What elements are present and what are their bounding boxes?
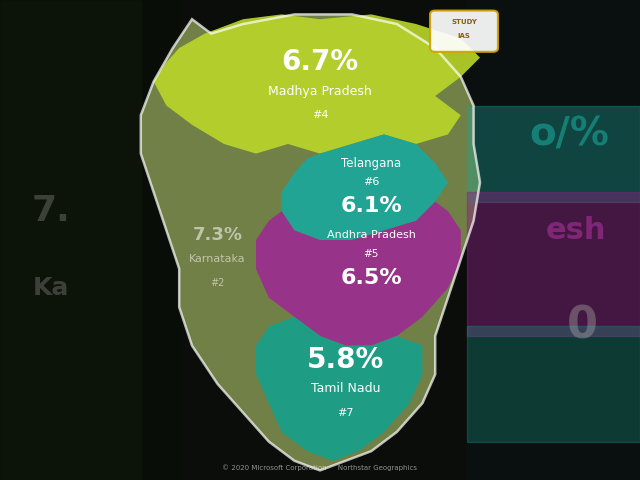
Text: Tamil Nadu: Tamil Nadu <box>311 382 380 396</box>
Text: STUDY: STUDY <box>451 19 477 24</box>
Text: 7.: 7. <box>32 194 70 228</box>
Text: 5.8%: 5.8% <box>307 346 384 374</box>
Text: 6.7%: 6.7% <box>282 48 358 76</box>
Text: Ka: Ka <box>33 276 69 300</box>
Text: IAS: IAS <box>458 33 470 38</box>
Polygon shape <box>154 14 480 154</box>
Text: Karnataka: Karnataka <box>189 254 246 264</box>
Polygon shape <box>256 202 461 346</box>
Text: #5: #5 <box>364 250 379 259</box>
Bar <box>0 0 179 480</box>
Polygon shape <box>282 134 448 240</box>
Text: #7: #7 <box>337 408 354 418</box>
Text: #2: #2 <box>211 278 225 288</box>
Text: esh: esh <box>546 216 606 245</box>
Text: Andhra Pradesh: Andhra Pradesh <box>327 230 415 240</box>
Text: Telangana: Telangana <box>341 156 401 170</box>
Text: Madhya Pradesh: Madhya Pradesh <box>268 84 372 98</box>
Bar <box>467 106 640 202</box>
Text: © 2020 Microsoft Corporation     Northstar Geographics: © 2020 Microsoft Corporation Northstar G… <box>223 465 417 471</box>
Bar <box>0 0 141 480</box>
Polygon shape <box>256 317 422 461</box>
Text: #6: #6 <box>363 178 380 187</box>
Text: 6.5%: 6.5% <box>340 268 402 288</box>
Bar <box>467 192 640 336</box>
Text: 7.3%: 7.3% <box>193 226 243 244</box>
Bar <box>467 0 640 480</box>
Text: 6.1%: 6.1% <box>340 196 402 216</box>
Polygon shape <box>141 14 480 470</box>
Polygon shape <box>141 14 480 470</box>
Text: #4: #4 <box>312 110 328 120</box>
Text: o/%: o/% <box>530 115 609 154</box>
Bar <box>467 326 640 442</box>
FancyBboxPatch shape <box>430 11 498 52</box>
Text: 0: 0 <box>567 305 598 348</box>
